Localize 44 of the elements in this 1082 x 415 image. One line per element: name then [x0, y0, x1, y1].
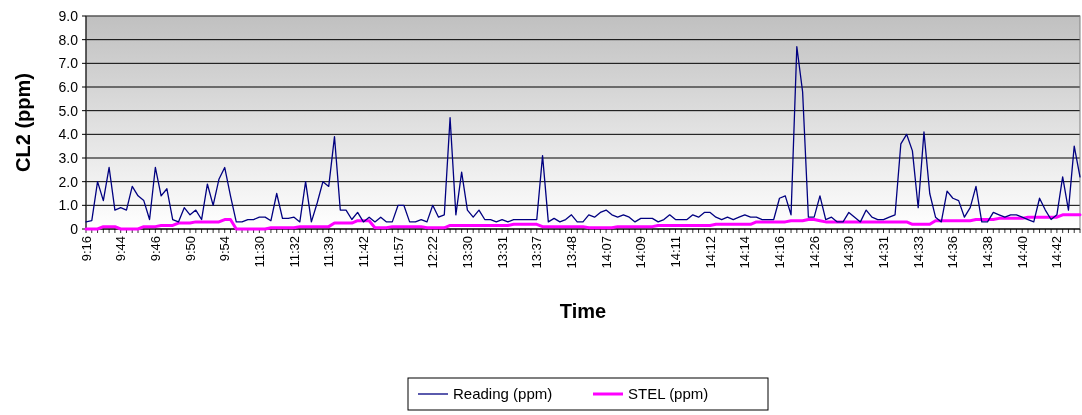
x-tick-label: 14:12 — [702, 236, 718, 269]
x-tick-label: 14:30 — [841, 236, 857, 269]
y-tick-label: 8.0 — [58, 31, 79, 48]
y-axis-title: CL2 (ppm) — [12, 73, 34, 172]
line-series — [85, 46, 1081, 223]
x-tick-label: 14:14 — [737, 236, 753, 269]
y-tick-label: 0 — [70, 220, 79, 237]
x-tick-label: 12:22 — [425, 236, 441, 269]
y-tick-label: 1.0 — [58, 197, 79, 214]
x-tick-label: 9:16 — [78, 236, 94, 262]
x-tick-label: 14:38 — [980, 236, 996, 269]
legend-label: STEL (ppm) — [628, 385, 709, 403]
x-tick-label: 14:11 — [668, 236, 684, 268]
y-tick-label: 7.0 — [58, 55, 79, 72]
x-tick-label: 11:30 — [251, 236, 267, 268]
y-tick-label: 3.0 — [58, 149, 79, 166]
x-tick-label: 14:36 — [945, 236, 961, 269]
x-tick-label: 9:50 — [182, 236, 198, 262]
x-tick-label: 14:16 — [772, 236, 788, 269]
x-tick-label: 14:09 — [633, 236, 649, 269]
x-tick-label: 11:42 — [355, 236, 371, 268]
x-tick-label: 11:39 — [321, 236, 337, 268]
x-tick-label: 13:37 — [529, 236, 545, 269]
x-tick-label: 9:44 — [113, 236, 129, 262]
y-tick-label: 6.0 — [58, 78, 79, 95]
x-tick-label: 9:46 — [147, 236, 163, 262]
x-tick-label: 14:33 — [910, 236, 926, 269]
y-tick-label: 4.0 — [58, 126, 79, 143]
x-tick-label: 11:32 — [286, 236, 302, 268]
x-tick-label: 11:57 — [390, 236, 406, 268]
x-tick-label: 13:31 — [494, 236, 510, 269]
x-tick-label: 9:54 — [217, 236, 233, 262]
y-tick-label: 9.0 — [58, 7, 79, 24]
x-tick-label: 13:48 — [563, 236, 579, 269]
x-tick-label: 14:31 — [876, 236, 892, 269]
x-tick-label: 14:07 — [598, 236, 614, 269]
y-tick-label: 2.0 — [58, 173, 79, 190]
x-tick-label: 14:40 — [1014, 236, 1030, 269]
x-tick-label: 13:30 — [459, 236, 475, 269]
legend-label: Reading (ppm) — [453, 385, 553, 403]
x-axis-title: Time — [559, 300, 607, 322]
y-tick-label: 5.0 — [58, 102, 79, 119]
x-tick-label: 14:42 — [1049, 236, 1065, 269]
x-tick-label: 14:26 — [806, 236, 822, 269]
